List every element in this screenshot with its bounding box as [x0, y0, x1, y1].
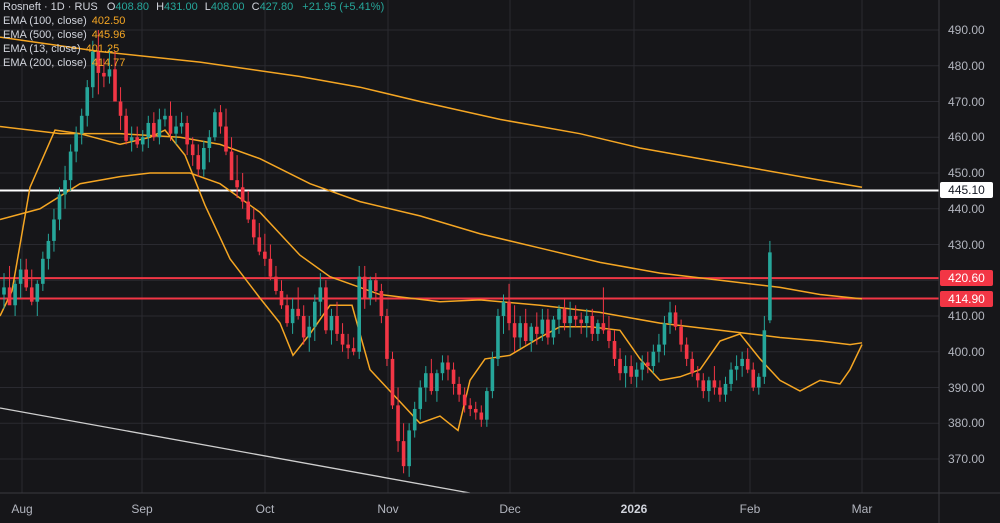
horizontal-price-lines[interactable] [0, 189, 939, 300]
high-label: H [156, 1, 165, 13]
price-tick: 490.00 [948, 23, 985, 37]
time-tick: Dec [499, 502, 521, 516]
price-label-445: 445.10 [940, 182, 993, 198]
open-label: O [106, 1, 116, 13]
time-tick: Oct [255, 502, 275, 516]
indicator-label: EMA (13, close) [3, 43, 81, 55]
price-tick: 390.00 [948, 380, 985, 395]
price-tick: 370.00 [948, 452, 985, 466]
price-tick: 410.00 [948, 309, 985, 323]
close-value: 427.80 [259, 1, 294, 13]
time-tick: Aug [11, 502, 33, 516]
time-tick: Sep [131, 502, 153, 516]
indicator-ema-13[interactable]: EMA (13, close) 401.25 [3, 42, 384, 56]
price-label-414: 414.90 [940, 291, 993, 307]
price-tick: 430.00 [948, 237, 985, 252]
time-tick: 2026 [620, 502, 648, 516]
indicator-ema-200[interactable]: EMA (200, close) 414.77 [3, 56, 384, 70]
time-tick: Feb [739, 502, 761, 516]
close-label: C [251, 1, 260, 13]
open-value: 408.80 [115, 1, 150, 13]
time-tick: Mar [851, 502, 873, 516]
symbol-label[interactable]: Rosneft · 1D · RUS [3, 1, 98, 13]
indicator-value: 401.25 [85, 43, 120, 55]
price-tick: 400.00 [948, 344, 985, 359]
low-label: L [204, 1, 211, 13]
low-value: 408.00 [210, 1, 245, 13]
ohlc-row[interactable]: Rosneft · 1D · RUS O408.80 H431.00 L408.… [3, 0, 384, 14]
price-tick: 480.00 [948, 58, 985, 73]
price-tick: 440.00 [948, 201, 985, 216]
high-value: 431.00 [164, 1, 198, 13]
price-tick: 470.00 [948, 94, 985, 109]
change-value: +21.95 (+5.41%) [302, 1, 385, 13]
grid-lines [0, 0, 939, 493]
indicator-value: 414.77 [91, 57, 126, 69]
indicator-label: EMA (100, close) [3, 15, 87, 27]
time-tick: Nov [377, 502, 399, 516]
indicator-value: 445.96 [91, 29, 126, 41]
candlestick-series [2, 30, 772, 477]
indicator-value: 402.50 [91, 15, 126, 27]
indicator-ema-500[interactable]: EMA (500, close) 445.96 [3, 28, 384, 42]
price-tick: 450.00 [948, 166, 985, 180]
chart-legend: Rosneft · 1D · RUS O408.80 H431.00 L408.… [3, 0, 384, 70]
price-tick: 380.00 [948, 416, 985, 431]
price-label-420: 420.60 [940, 270, 993, 286]
indicator-label: EMA (500, close) [3, 29, 87, 41]
indicator-label: EMA (200, close) [3, 57, 87, 69]
price-tick: 460.00 [948, 130, 985, 145]
indicator-ema-100[interactable]: EMA (100, close) 402.50 [3, 14, 384, 28]
trendline[interactable] [0, 407, 471, 494]
